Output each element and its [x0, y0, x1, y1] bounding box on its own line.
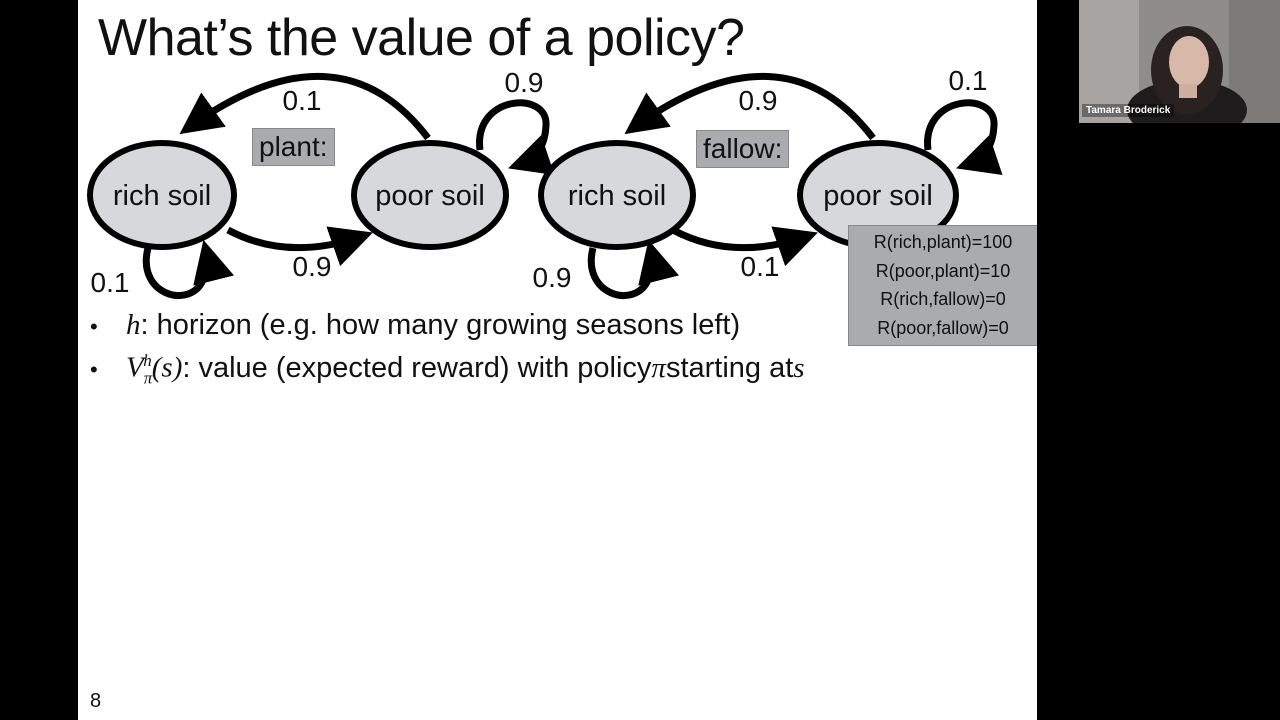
- state-rich-soil: rich soil: [87, 140, 237, 250]
- self-loop-rich: [587, 239, 680, 299]
- reward-row: R(poor,fallow)=0: [877, 317, 1009, 338]
- value-function-symbol: Vπh(s): [126, 351, 183, 388]
- self-loop-poor: [924, 99, 1003, 175]
- arrow-rich-to-poor: [226, 226, 373, 267]
- probability-label: 0.1: [949, 65, 988, 96]
- fallow-diagram: rich soil poor soil 0.9 0.1 0.1 0.9: [533, 65, 1003, 299]
- probability-label: 0.1: [91, 267, 130, 298]
- self-loop-poor: [476, 99, 555, 175]
- probability-label: 0.9: [739, 85, 778, 116]
- self-loop-rich: [142, 239, 235, 299]
- state-poor-soil: poor soil: [797, 140, 959, 250]
- slide-title: What’s the value of a policy?: [98, 9, 745, 67]
- action-label-fallow: fallow:: [696, 130, 790, 168]
- presentation-slide: What’s the value of a policy? rich soil …: [78, 0, 1037, 720]
- participant-video-tile[interactable]: Tamara Broderick: [1079, 0, 1280, 123]
- bullet-text: starting at: [665, 351, 794, 384]
- bullet-dot: •: [90, 356, 98, 382]
- state-label: poor soil: [375, 180, 485, 212]
- probability-label: 0.1: [283, 85, 322, 116]
- arrow-poor-to-rich: [624, 73, 876, 141]
- state-poor-soil: poor soil: [351, 140, 509, 250]
- probability-label: 0.9: [533, 262, 572, 293]
- action-label-plant: plant:: [252, 128, 335, 166]
- plant-diagram: rich soil poor soil 0.1 0.9 0.9 0.1: [87, 67, 555, 299]
- participant-video-feed: [1079, 0, 1280, 123]
- bullet-dot: •: [90, 314, 98, 339]
- participant-name: Tamara Broderick: [1082, 104, 1175, 117]
- probability-label: 0.9: [293, 251, 332, 282]
- state-symbol: s: [793, 351, 805, 384]
- bullet-value: • Vπh(s) : value (expected reward) with …: [86, 351, 805, 393]
- bullet-text: : value (expected reward) with policy: [182, 351, 652, 384]
- state-rich-soil: rich soil: [538, 140, 696, 250]
- bullet-list: • h : horizon (e.g. how many growing sea…: [86, 309, 805, 393]
- state-label: rich soil: [568, 180, 666, 212]
- reward-table: R(rich,plant)=100 R(poor,plant)=10 R(ric…: [848, 225, 1037, 346]
- reward-row: R(rich,fallow)=0: [880, 289, 1006, 309]
- policy-symbol: π: [651, 351, 666, 384]
- probability-label: 0.1: [741, 251, 780, 282]
- reward-row: R(rich,plant)=100: [873, 232, 1013, 252]
- mdp-diagrams: rich soil poor soil 0.1 0.9 0.9 0.1 rich…: [87, 65, 1003, 299]
- horizon-symbol: h: [126, 309, 141, 341]
- state-label: rich soil: [113, 180, 211, 212]
- page-number: 8: [90, 690, 102, 712]
- arrow-poor-to-rich: [179, 73, 431, 141]
- bullet-text: : horizon (e.g. how many growing seasons…: [140, 309, 741, 341]
- arrow-rich-to-poor: [671, 226, 818, 267]
- bullet-horizon: • h : horizon (e.g. how many growing sea…: [86, 309, 805, 351]
- probability-label: 0.9: [505, 67, 544, 98]
- state-label: poor soil: [823, 180, 933, 212]
- reward-row: R(poor,plant)=10: [875, 260, 1011, 281]
